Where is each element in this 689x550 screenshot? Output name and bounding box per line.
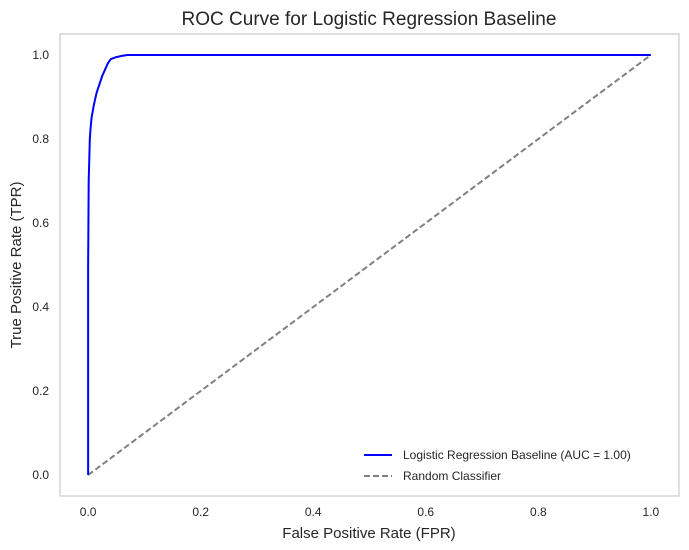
y-tick-label: 0.0 bbox=[32, 468, 49, 482]
legend-label-random: Random Classifier bbox=[403, 469, 501, 483]
x-tick-label: 0.2 bbox=[192, 505, 209, 519]
legend-box bbox=[355, 442, 673, 490]
x-tick-label: 0.4 bbox=[305, 505, 322, 519]
y-axis-label: True Positive Rate (TPR) bbox=[8, 182, 25, 349]
x-tick-label: 0.6 bbox=[417, 505, 434, 519]
legend: Logistic Regression Baseline (AUC = 1.00… bbox=[355, 442, 673, 490]
x-tick-label: 0.0 bbox=[80, 505, 97, 519]
ticks-layer: 0.0 0.2 0.4 0.6 0.8 1.0 0.0 0.2 0.4 0.6 0.8 1.0 bbox=[32, 48, 659, 519]
y-tick-label: 0.6 bbox=[32, 216, 49, 230]
x-tick-label: 1.0 bbox=[643, 505, 660, 519]
roc-curve-line bbox=[87, 54, 651, 475]
legend-label-logistic: Logistic Regression Baseline (AUC = 1.00… bbox=[403, 448, 631, 462]
random-classifier-line bbox=[87, 54, 652, 476]
y-tick-label: 1.0 bbox=[32, 48, 49, 62]
series-layer bbox=[87, 54, 652, 476]
plot-frame bbox=[59, 33, 680, 497]
y-tick-label: 0.2 bbox=[32, 384, 49, 398]
x-tick-label: 0.8 bbox=[530, 505, 547, 519]
x-axis-label: False Positive Rate (FPR) bbox=[282, 525, 455, 542]
chart-title: ROC Curve for Logistic Regression Baseli… bbox=[182, 9, 557, 30]
y-tick-label: 0.8 bbox=[32, 132, 49, 146]
y-tick-label: 0.4 bbox=[32, 300, 49, 314]
